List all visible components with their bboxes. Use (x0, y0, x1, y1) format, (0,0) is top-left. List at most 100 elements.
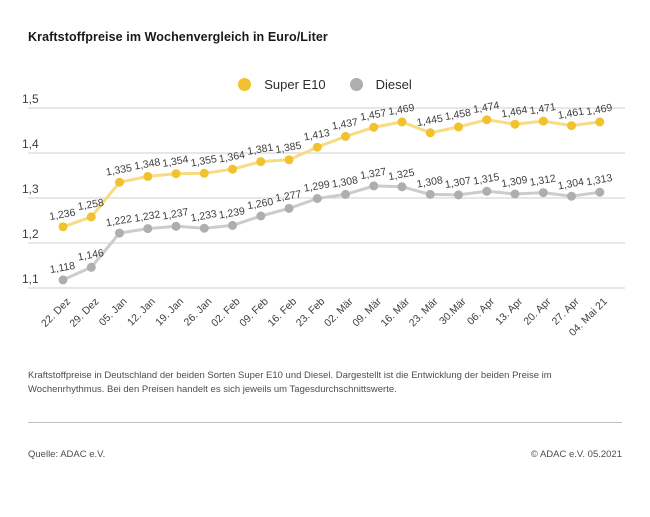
chart-legend: Super E10 Diesel (0, 77, 650, 92)
x-axis-tick-label: 20. Apr (521, 295, 553, 327)
series-line-diesel (62, 184, 601, 282)
y-axis-tick-label: 1,4 (22, 137, 39, 151)
x-axis-tick-label: 16. Feb (265, 296, 299, 330)
data-point-super-e10 (369, 122, 379, 132)
data-point-super-e10 (482, 115, 492, 125)
data-point-super-e10 (256, 157, 266, 167)
x-axis-tick-label: 12. Jan (125, 296, 158, 329)
value-label-super-e10: 1,464 (500, 104, 528, 120)
data-point-super-e10 (171, 169, 181, 179)
footer-source-row: Quelle: ADAC e.V. © ADAC e.V. 05.2021 (28, 449, 622, 460)
value-label-diesel: 1,309 (500, 174, 528, 190)
x-axis-tick-label: 22. Dez (39, 296, 73, 330)
x-axis-tick-label: 16. Mär (378, 295, 412, 329)
value-label-diesel: 1,312 (529, 172, 557, 188)
data-point-super-e10 (538, 116, 548, 126)
data-point-super-e10 (143, 171, 153, 181)
value-label-diesel: 1,118 (49, 260, 76, 276)
legend-label-super-e10: Super E10 (264, 77, 326, 92)
data-point-super-e10 (425, 128, 435, 138)
y-axis-tick-label: 1,5 (22, 92, 39, 106)
data-point-super-e10 (595, 117, 605, 127)
value-label-diesel: 1,308 (416, 174, 444, 190)
y-axis-tick-label: 1,2 (22, 227, 39, 241)
value-label-diesel: 1,315 (472, 171, 500, 187)
data-point-super-e10 (58, 222, 68, 232)
super-e10-dot-icon (238, 78, 252, 91)
data-point-diesel (425, 189, 435, 199)
x-axis-tick-label: 23. Feb (294, 296, 328, 330)
data-point-super-e10 (341, 131, 350, 141)
value-label-diesel: 1,325 (387, 167, 415, 183)
value-label-super-e10: 1,474 (472, 100, 500, 116)
value-label-super-e10: 1,413 (303, 127, 331, 143)
value-label-super-e10: 1,469 (387, 102, 415, 118)
value-label-diesel: 1,299 (303, 178, 331, 194)
value-label-super-e10: 1,469 (585, 102, 613, 118)
value-label-super-e10: 1,458 (444, 107, 472, 123)
data-point-diesel (397, 182, 407, 192)
value-label-super-e10: 1,355 (190, 153, 218, 169)
value-label-diesel: 1,237 (161, 206, 189, 222)
data-point-diesel (341, 189, 350, 199)
y-axis-tick-label: 1,1 (22, 272, 39, 286)
data-point-super-e10 (115, 177, 124, 187)
data-point-diesel (284, 203, 294, 213)
value-label-super-e10: 1,236 (48, 207, 76, 223)
value-label-super-e10: 1,437 (331, 116, 359, 132)
data-point-diesel (538, 188, 548, 198)
x-axis-tick-label: 19. Jan (153, 296, 186, 329)
data-point-super-e10 (312, 142, 322, 152)
x-axis-tick-label: 30.Mär (437, 295, 469, 327)
series-line-super-e10 (62, 118, 600, 229)
data-point-super-e10 (199, 168, 209, 178)
value-label-diesel: 1,307 (444, 175, 472, 191)
x-axis-tick-label: 06. Apr (465, 295, 497, 327)
data-point-diesel (510, 189, 520, 199)
data-point-diesel (115, 228, 124, 238)
value-label-super-e10: 1,445 (416, 113, 444, 129)
value-label-diesel: 1,260 (246, 196, 274, 212)
data-point-super-e10 (567, 121, 576, 131)
x-axis-tick-label: 26. Jan (182, 296, 215, 329)
value-label-super-e10: 1,335 (105, 162, 133, 178)
value-label-super-e10: 1,457 (359, 107, 387, 123)
value-label-diesel: 1,146 (77, 247, 105, 263)
value-label-diesel: 1,304 (557, 176, 585, 192)
value-label-diesel: 1,232 (133, 208, 161, 224)
footer-divider (28, 422, 622, 423)
data-point-diesel (369, 181, 379, 191)
value-label-diesel: 1,308 (331, 174, 359, 190)
x-axis-tick-label: 02. Mär (322, 295, 356, 329)
value-label-super-e10: 1,258 (77, 197, 105, 213)
data-point-diesel (143, 224, 153, 234)
data-point-diesel (482, 186, 492, 196)
legend-item-super-e10: Super E10 (238, 77, 326, 92)
data-point-super-e10 (284, 155, 294, 165)
value-label-super-e10: 1,364 (218, 149, 246, 165)
data-point-diesel (256, 211, 266, 221)
source-text: Quelle: ADAC e.V. (28, 449, 106, 460)
data-point-diesel (171, 221, 181, 231)
data-point-diesel (312, 194, 322, 203)
data-point-diesel (58, 275, 68, 285)
value-label-diesel: 1,327 (359, 166, 387, 182)
x-axis-tick-label: 29. Dez (67, 296, 101, 330)
chart-caption: Kraftstoffpreise in Deutschland der beid… (28, 370, 552, 395)
x-axis-tick-label: 23. Mär (407, 295, 441, 329)
data-point-diesel (567, 191, 576, 201)
data-point-super-e10 (86, 212, 96, 222)
value-label-super-e10: 1,348 (133, 156, 161, 172)
value-label-super-e10: 1,354 (161, 154, 189, 170)
data-point-diesel (454, 190, 463, 200)
diesel-dot-icon (349, 78, 363, 91)
value-label-super-e10: 1,461 (557, 105, 585, 121)
value-label-diesel: 1,313 (585, 172, 613, 188)
data-point-super-e10 (397, 117, 407, 127)
x-axis-tick-label: 09. Mär (350, 295, 384, 329)
legend-item-diesel: Diesel (349, 77, 412, 92)
chart-title: Kraftstoffpreise im Wochenvergleich in E… (28, 30, 328, 44)
value-label-diesel: 1,239 (218, 205, 246, 221)
